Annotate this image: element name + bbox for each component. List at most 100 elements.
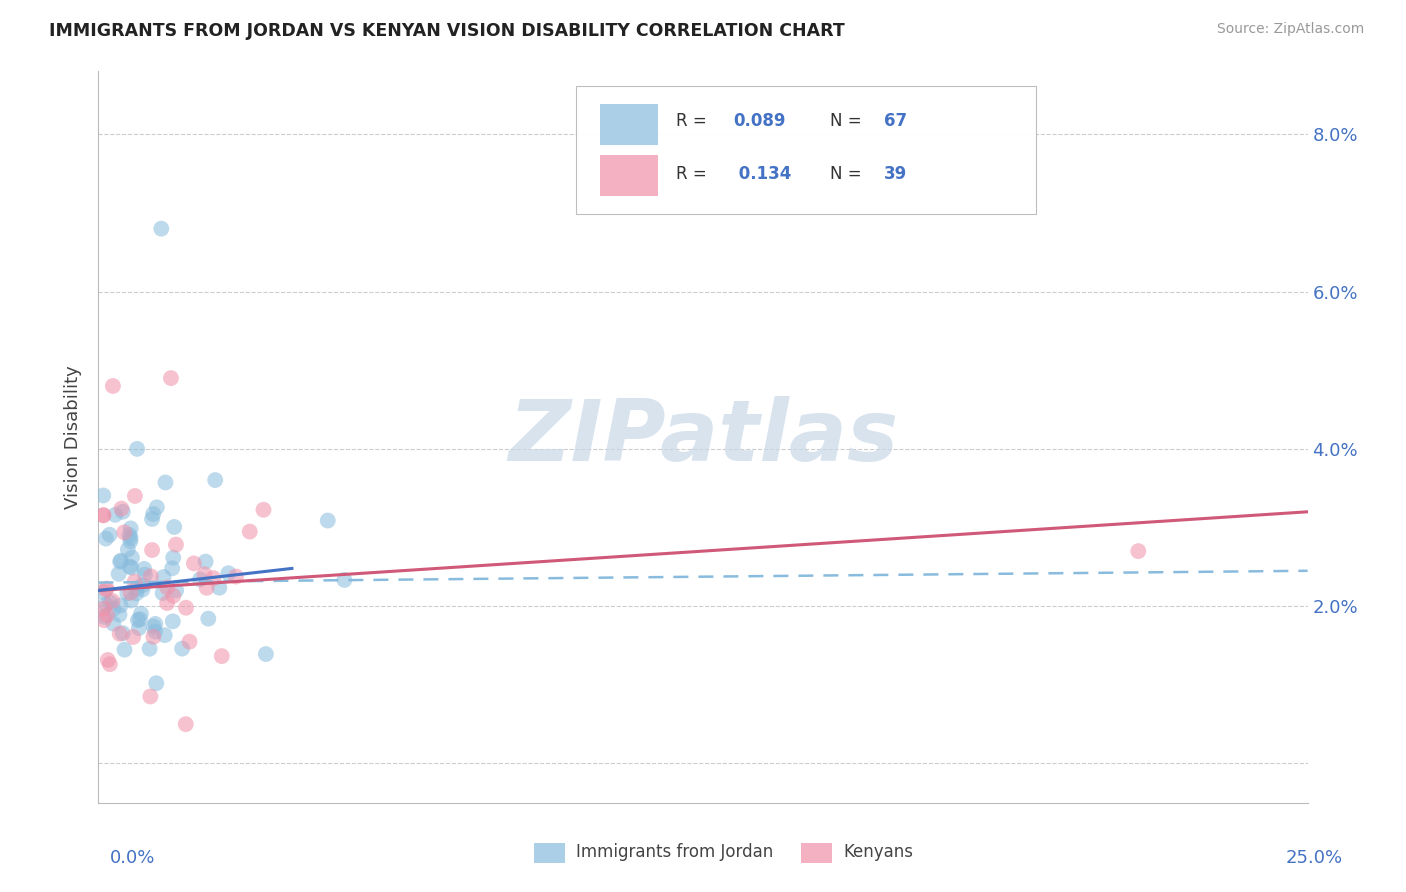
Point — [195, 581, 218, 595]
Point — [120, 534, 142, 549]
Point — [124, 574, 146, 589]
Bar — [600, 104, 658, 145]
Point — [98, 527, 121, 541]
Point — [197, 612, 219, 626]
Point — [110, 501, 132, 516]
Text: 25.0%: 25.0% — [1285, 849, 1343, 867]
Point — [120, 593, 142, 607]
Point — [202, 571, 225, 585]
Point — [120, 585, 142, 599]
Point — [152, 586, 174, 600]
Point — [111, 626, 134, 640]
Point — [162, 589, 184, 603]
Point — [110, 554, 132, 568]
Point — [108, 626, 131, 640]
Point — [145, 676, 167, 690]
Point — [107, 566, 129, 581]
Point — [183, 557, 205, 571]
Point — [131, 578, 153, 592]
Text: IMMIGRANTS FROM JORDAN VS KENYAN VISION DISABILITY CORRELATION CHART: IMMIGRANTS FROM JORDAN VS KENYAN VISION … — [49, 22, 845, 40]
Point — [108, 607, 131, 622]
Point — [150, 221, 173, 235]
Point — [193, 567, 215, 582]
Point — [204, 473, 226, 487]
Point — [114, 642, 136, 657]
Point — [1128, 544, 1150, 558]
Text: 67: 67 — [884, 112, 907, 130]
Text: N =: N = — [830, 112, 868, 130]
Text: Kenyans: Kenyans — [844, 843, 914, 861]
Point — [129, 607, 152, 621]
Point — [127, 442, 149, 456]
Text: R =: R = — [676, 165, 713, 183]
Bar — [600, 155, 658, 195]
Point — [165, 583, 187, 598]
Point — [125, 582, 148, 596]
Point — [156, 596, 179, 610]
Point — [143, 624, 166, 639]
Point — [91, 488, 114, 502]
Point — [93, 613, 115, 627]
Point — [98, 657, 121, 672]
Text: N =: N = — [830, 165, 868, 183]
Point — [93, 585, 115, 599]
Point — [142, 507, 165, 521]
Point — [165, 538, 187, 552]
Point — [179, 634, 201, 648]
Point — [139, 569, 162, 583]
Point — [91, 508, 114, 523]
Point — [152, 570, 174, 584]
Point — [124, 489, 146, 503]
Point — [101, 594, 124, 608]
Point — [316, 514, 339, 528]
Point — [101, 379, 124, 393]
Point — [142, 630, 165, 644]
Point — [118, 528, 141, 542]
Text: 0.089: 0.089 — [734, 112, 786, 130]
Point — [156, 581, 179, 595]
Point — [163, 520, 186, 534]
FancyBboxPatch shape — [576, 86, 1035, 214]
Point — [254, 647, 277, 661]
Point — [141, 512, 163, 526]
Point — [134, 567, 156, 582]
Point — [188, 573, 211, 587]
Point — [143, 616, 166, 631]
Point — [94, 532, 117, 546]
Point — [120, 531, 142, 545]
Point — [128, 612, 150, 626]
Point — [139, 690, 162, 704]
Point — [155, 475, 177, 490]
Point — [121, 550, 143, 565]
Point — [131, 582, 153, 597]
Point — [174, 717, 197, 731]
Point — [225, 569, 247, 583]
Text: 39: 39 — [884, 165, 908, 183]
Point — [162, 615, 184, 629]
Text: R =: R = — [676, 112, 713, 130]
Point — [93, 610, 115, 624]
Point — [141, 543, 163, 558]
Point — [120, 521, 142, 535]
Point — [125, 586, 148, 600]
Point — [172, 641, 194, 656]
Point — [104, 508, 127, 522]
Point — [134, 562, 156, 576]
Point — [142, 619, 165, 633]
Point — [252, 502, 274, 516]
Point — [128, 621, 150, 635]
Point — [122, 630, 145, 644]
Point — [217, 566, 239, 581]
Point — [112, 525, 135, 540]
Point — [160, 371, 183, 385]
Point — [96, 582, 118, 596]
Point — [103, 601, 125, 615]
Point — [93, 508, 115, 523]
Point — [118, 559, 141, 574]
Point — [127, 613, 149, 627]
Point — [194, 555, 217, 569]
Text: Immigrants from Jordan: Immigrants from Jordan — [576, 843, 773, 861]
Point — [153, 628, 176, 642]
Point — [208, 581, 231, 595]
Text: Source: ZipAtlas.com: Source: ZipAtlas.com — [1216, 22, 1364, 37]
